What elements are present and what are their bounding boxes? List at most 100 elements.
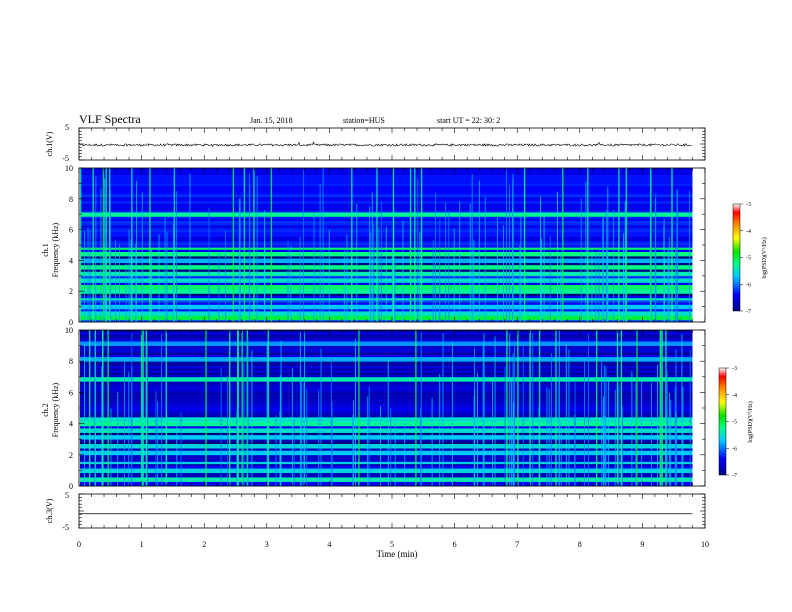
spectrogram-row xyxy=(80,405,693,409)
spectrogram-row xyxy=(80,216,693,219)
time-tick-label: 8 xyxy=(578,540,582,549)
time-tick-label: 10 xyxy=(701,540,709,549)
spectrogram-row xyxy=(80,367,693,371)
spectrogram-streak xyxy=(565,344,567,486)
time-tick-label: 5 xyxy=(390,540,394,549)
spectrogram-row xyxy=(80,183,693,186)
ch1-ytick-top: 5 xyxy=(65,123,69,132)
spectrogram-streak xyxy=(275,415,277,486)
spectrogram-streak xyxy=(189,173,191,322)
ch3-voltage-ylabel: ch.3(V) xyxy=(45,498,54,523)
spectrogram-streak xyxy=(166,231,168,322)
ch2-spectrogram-ylabel: ch.2 xyxy=(41,403,50,417)
spectrogram-streak xyxy=(173,223,175,322)
spectrogram-row xyxy=(80,336,693,340)
ch3-ytick-bottom: -5 xyxy=(62,523,69,532)
spectrogram-streak xyxy=(135,243,137,322)
spectrogram-row xyxy=(80,341,693,344)
spectrogram-streak xyxy=(674,246,676,322)
spectrogram-row xyxy=(80,176,693,180)
spectrogram-streak xyxy=(517,330,519,486)
ch1-voltage-frame xyxy=(78,127,706,161)
spectrogram-streak xyxy=(394,258,396,322)
spectrogram-streak xyxy=(420,168,423,322)
spectrogram-streak xyxy=(624,201,626,322)
spectrogram-streak xyxy=(523,168,526,322)
spectrogram-streak xyxy=(435,192,437,322)
spectrogram-streak xyxy=(595,330,598,486)
spectrogram-streak xyxy=(318,389,320,486)
spectrogram-streak xyxy=(509,333,511,486)
spectrogram-streak xyxy=(102,330,104,486)
spectrogram-streak xyxy=(497,217,498,322)
spectrogram-streak xyxy=(620,330,623,486)
spectrogram-streak xyxy=(131,333,133,486)
spectrogram-streak xyxy=(603,396,604,486)
frequency-tick-label: 0 xyxy=(69,482,73,491)
spectrogram-streak xyxy=(540,196,541,322)
spectrogram-row xyxy=(80,439,693,442)
ch2-spectrogram-ytick-labels: 0 2 4 6 8 10 xyxy=(65,326,73,491)
spectrogram-streak xyxy=(331,401,333,486)
time-tick-label: 3 xyxy=(265,540,269,549)
ch2-spectrogram-image xyxy=(80,330,705,487)
spectrogram-streak xyxy=(351,168,353,322)
spectrogram-streak xyxy=(660,330,662,486)
spectrogram-streak xyxy=(641,381,643,486)
spectrogram-streak xyxy=(482,343,484,486)
spectrogram-streak xyxy=(562,168,564,322)
spectrogram-row xyxy=(80,483,693,487)
spectrogram-streak xyxy=(225,230,227,322)
spectrogram-streak xyxy=(663,226,665,322)
spectrogram-row xyxy=(80,361,693,364)
spectrogram-streak xyxy=(371,192,373,322)
spectrogram-streak xyxy=(119,244,120,322)
frequency-tick-label: 4 xyxy=(69,256,73,265)
spectrogram-streak xyxy=(247,337,249,486)
spectrogram-streak xyxy=(141,192,143,322)
spectrogram-row xyxy=(80,196,693,200)
spectrogram-row xyxy=(80,448,693,451)
spectrogram-streak xyxy=(100,187,102,322)
spectrogram-streak xyxy=(299,236,301,322)
frequency-tick-label: 10 xyxy=(65,326,73,335)
spectrogram-streak xyxy=(380,406,381,486)
spectrogram-streak xyxy=(101,366,103,486)
spectrogram-streak xyxy=(585,181,587,322)
spectrogram-row xyxy=(80,394,693,398)
time-tick-label: 4 xyxy=(327,540,331,549)
spectrogram-streak xyxy=(607,377,609,486)
spectrogram-row xyxy=(80,472,693,476)
spectrogram-row xyxy=(80,212,693,215)
spectrogram-streak xyxy=(677,189,679,322)
spectrogram-streak xyxy=(503,225,504,322)
spectrogram-streak xyxy=(674,386,676,486)
spectrogram-streak xyxy=(368,386,370,486)
spectrogram-streak xyxy=(510,378,512,486)
spectrogram-streak xyxy=(602,218,604,322)
spectrogram-streak xyxy=(477,372,478,486)
spectrogram-row xyxy=(80,209,693,213)
colorbar-tick-label: -6 xyxy=(732,446,737,452)
spectrogram-streak xyxy=(149,168,151,322)
spectrogram-row xyxy=(80,358,693,362)
spectrogram-row xyxy=(80,356,693,360)
spectrogram-streak xyxy=(239,198,241,322)
ch1-spectrogram-ylabel: ch.1 xyxy=(41,243,50,257)
spectrogram-streak xyxy=(353,400,355,486)
spectrogram-streak xyxy=(251,350,253,486)
spectrogram-streak xyxy=(306,389,308,486)
time-tick-label: 1 xyxy=(140,540,144,549)
spectrogram-streak xyxy=(671,168,673,322)
spectrogram-streak xyxy=(279,411,281,486)
spectrogram-row xyxy=(80,201,693,204)
spectrogram-row xyxy=(80,170,693,173)
spectrogram-streak xyxy=(473,347,475,486)
ch1-spectrogram-ytick-labels: 0 2 4 6 8 10 xyxy=(65,164,73,327)
colorbar-tick-label: -6 xyxy=(746,282,751,288)
spectrogram-streak xyxy=(546,387,548,486)
colorbar-tick-label: -5 xyxy=(746,256,751,262)
spectrogram-row xyxy=(80,203,693,206)
spectrogram-streak xyxy=(483,332,485,486)
